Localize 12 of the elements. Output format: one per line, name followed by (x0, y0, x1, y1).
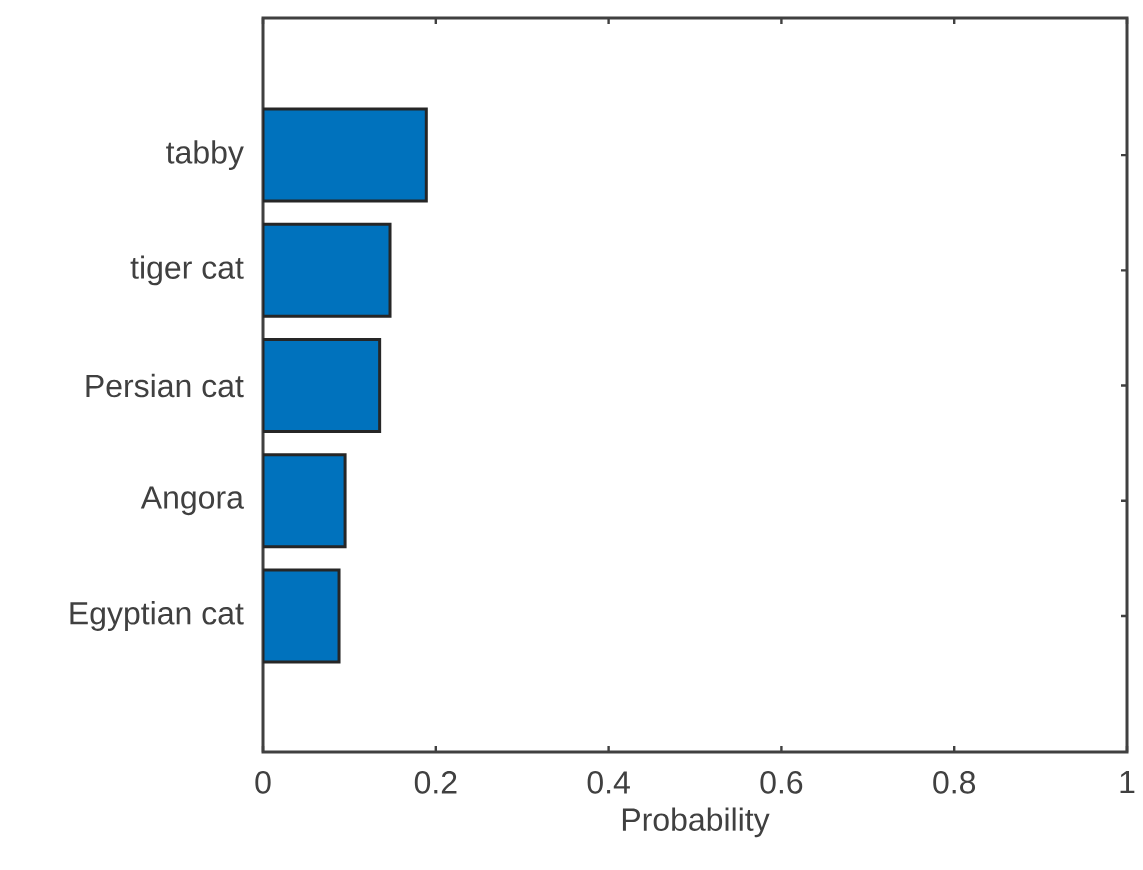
x-axis-title: Probability (622, 807, 770, 838)
x-tick-label: 0.4 (587, 771, 630, 794)
y-tick-label: Egyptian cat (70, 601, 244, 631)
y-tick-label: tabby (166, 140, 244, 171)
y-tick-label: Angora (140, 486, 244, 516)
x-tick-label: 0.8 (933, 771, 976, 794)
x-tick-label: 1 (1120, 771, 1135, 794)
y-tick-label: Persian cat (86, 373, 244, 398)
x-tick-label: 0.2 (414, 771, 457, 794)
y-tick-label: tiger cat (130, 255, 244, 286)
x-tick-label: 0 (255, 771, 271, 794)
x-tick-label: 0.6 (760, 771, 803, 794)
